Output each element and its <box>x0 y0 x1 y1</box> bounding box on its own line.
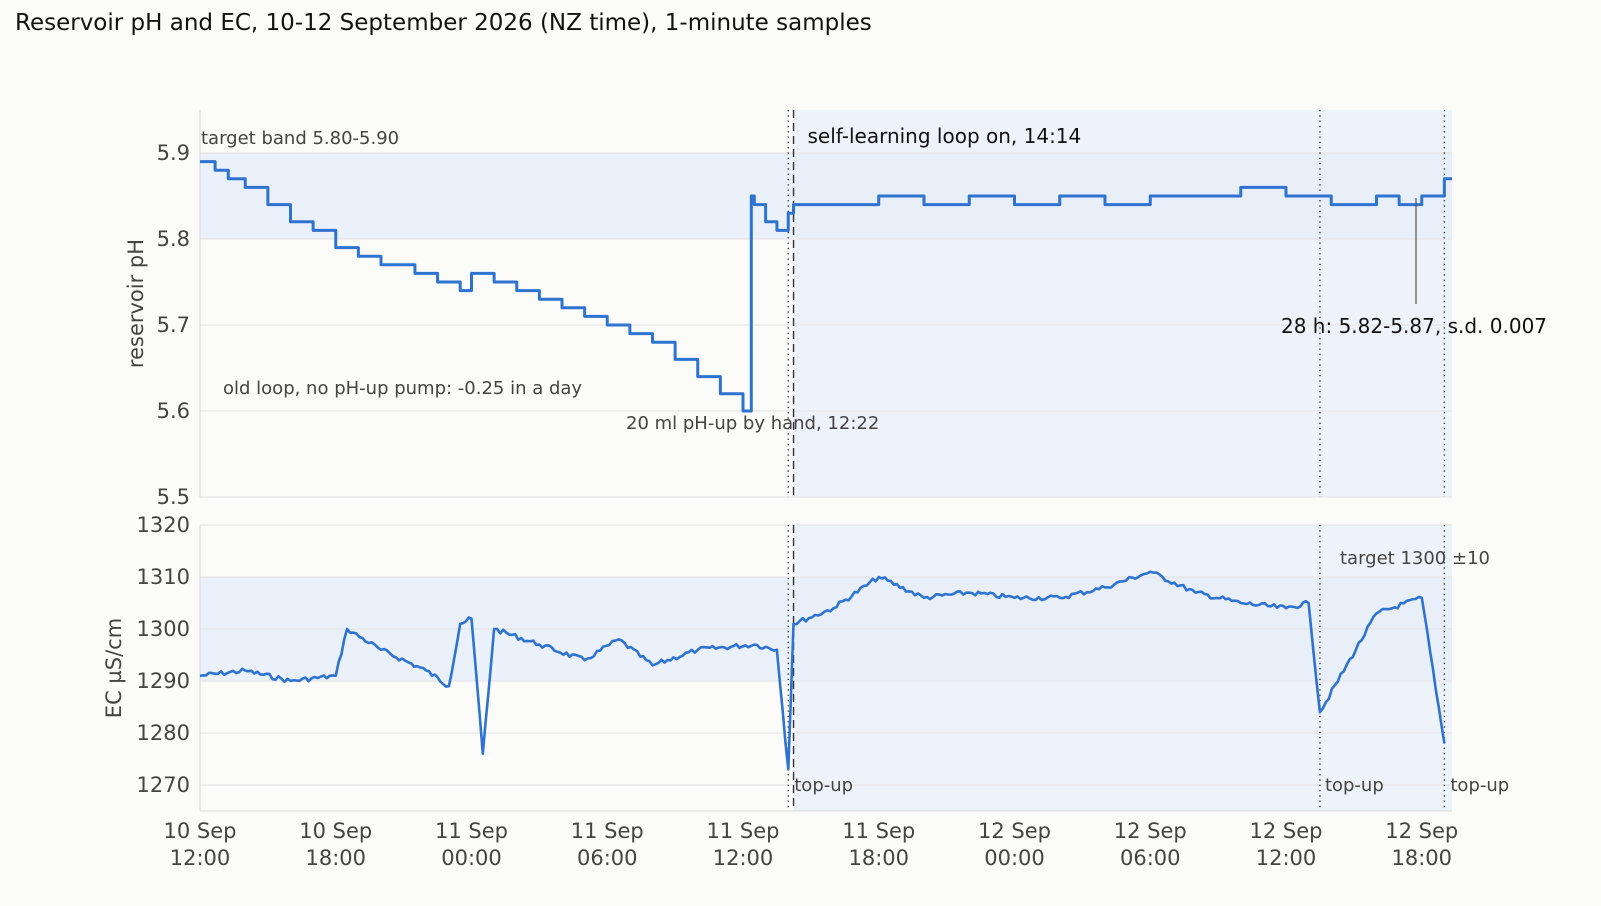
ph-series-line <box>200 160 1452 413</box>
x-tick-label: 10 Sep 12:00 <box>164 819 237 870</box>
ph-target-band <box>200 153 1452 239</box>
ph-ytick-label: 5.6 <box>157 399 190 423</box>
x-tick-label: 11 Sep 00:00 <box>435 819 508 870</box>
x-tick-label: 11 Sep 12:00 <box>707 819 780 870</box>
x-tick-label: 11 Sep 18:00 <box>842 819 915 870</box>
ec-ytick-label: 1280 <box>137 721 190 745</box>
ec-ytick-label: 1320 <box>137 513 190 537</box>
loop-on-annotation: self-learning loop on, 14:14 <box>808 124 1082 148</box>
x-tick-label: 12 Sep 12:00 <box>1250 819 1323 870</box>
stats-annotation: 28 h: 5.82-5.87, s.d. 0.007 <box>1281 314 1547 338</box>
ec-ytick-label: 1270 <box>137 773 190 797</box>
topup-label-1: top-up <box>794 775 853 796</box>
old-loop-annotation: old loop, no pH-up pump: -0.25 in a day <box>223 378 582 399</box>
ph-ylabel: reservoir pH <box>124 239 148 368</box>
ph-band-annotation: target band 5.80-5.90 <box>201 128 399 149</box>
topup-label-2: top-up <box>1325 775 1384 796</box>
ec-target-annotation: target 1300 ±10 <box>1340 548 1490 569</box>
ec-ytick-label: 1300 <box>137 617 190 641</box>
topup-label-3: top-up <box>1450 775 1509 796</box>
x-tick-label: 12 Sep 00:00 <box>978 819 1051 870</box>
ph-ytick-label: 5.8 <box>157 227 190 251</box>
chart-title: Reservoir pH and EC, 10-12 September 202… <box>15 10 872 36</box>
ph-ytick-label: 5.5 <box>157 485 190 509</box>
ec-ylabel: EC µS/cm <box>102 618 126 718</box>
ph-ytick-label: 5.9 <box>157 141 190 165</box>
ec-ytick-label: 1290 <box>137 669 190 693</box>
x-tick-label: 10 Sep 18:00 <box>299 819 372 870</box>
manual-dose-annotation: 20 ml pH-up by hand, 12:22 <box>626 413 879 434</box>
x-tick-label: 11 Sep 06:00 <box>571 819 644 870</box>
x-tick-label: 12 Sep 18:00 <box>1385 819 1458 870</box>
ph-ytick-label: 5.7 <box>157 313 190 337</box>
x-tick-label: 12 Sep 06:00 <box>1114 819 1187 870</box>
ec-ytick-label: 1310 <box>137 565 190 589</box>
ec-series-line <box>199 570 1446 771</box>
